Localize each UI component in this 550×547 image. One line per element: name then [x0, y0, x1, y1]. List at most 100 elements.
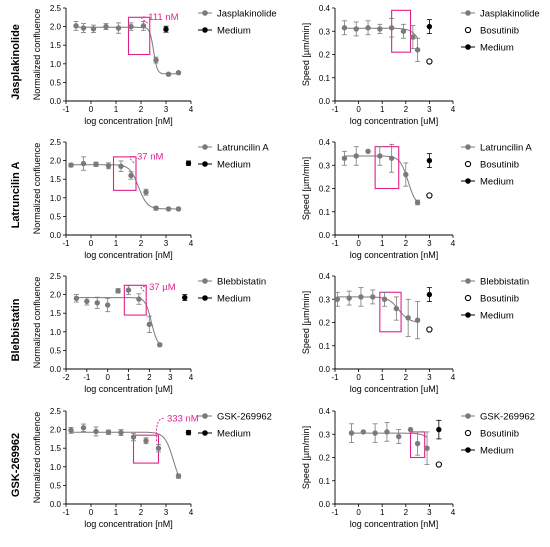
panel-4-annotation-label: 37 µM: [149, 282, 176, 293]
panel-7-x-tick-label-2: 1: [380, 508, 385, 517]
panel-5-point-0-0: [334, 296, 341, 302]
panel-4-x-tick-label-2: 0: [105, 373, 110, 382]
panel-4-x-tick-label-4: 2: [147, 373, 152, 382]
panel-3-point-0-0: [341, 155, 348, 161]
panel-0-fit-curve: [76, 26, 179, 75]
panel-2-point-0-4: [118, 163, 124, 169]
panel-7-y-tick-label-1: 0.1: [319, 477, 331, 486]
panel-6: 0.0 0.5 1.0 1.5 2.0 2.5 -1 0 1 2 3 4 log concentrati…: [32, 407, 272, 529]
panel-6-x-tick-label-5: 4: [189, 508, 194, 517]
panel-2-point-0-6: [143, 189, 149, 195]
panel-5-legend-label-0: Blebbistatin: [480, 277, 529, 288]
panel-3-x-tick-label-1: 0: [356, 239, 361, 248]
panel-3-legend-marker-0-dot: [465, 144, 471, 150]
panel-6-point-0-4: [118, 429, 124, 436]
panel-0-x-tick-label-0: -1: [62, 105, 70, 114]
panel-7-legend-label-0: GSK-269962: [480, 412, 535, 423]
panel-6-legend-label-1: Medium: [217, 429, 251, 440]
panel-2-x-tick-label-5: 4: [189, 239, 194, 248]
panel-0-x-tick-label-4: 3: [164, 105, 169, 114]
panel-7-legend-marker-1-dot: [464, 429, 472, 437]
panel-3-point-1-0: [426, 192, 433, 199]
panel-5-point-0-3: [370, 294, 376, 300]
panel-4-x-tick-label-3: 1: [126, 373, 131, 382]
panel-5-point-0-4: [381, 296, 388, 302]
panel-0-y-tick-label-3: 1.5: [50, 41, 62, 50]
panel-2-point-0-1: [80, 160, 87, 167]
panel-1-x-axis-title: log concentration [uM]: [350, 116, 439, 126]
panel-3-point-0-6: [414, 199, 421, 206]
panel-3-point-2-0: [426, 157, 433, 164]
panel-0-legend-marker-1-dot: [202, 27, 208, 33]
panel-2-y-tick-label-4: 2.0: [50, 157, 62, 166]
panel-6-point-0-6: [143, 438, 149, 444]
panel-6-point-0-2: [93, 428, 99, 435]
panel-7-y-tick-label-0: 0.0: [319, 500, 331, 509]
panel-2-y-tick-label-0: 0.0: [50, 231, 62, 240]
panel-0-point-0-1: [80, 25, 87, 31]
panel-3-legend-marker-2-dot: [465, 178, 471, 184]
panel-1-legend-label-0: Jasplakinolide: [480, 9, 540, 20]
panel-4-x-axis-title: log concentration [uM]: [84, 384, 173, 394]
panel-5-point-1-0: [426, 326, 433, 333]
panel-0-point-0-7: [153, 57, 159, 63]
panel-1-x-tick-label-0: -1: [331, 105, 339, 114]
panel-3-point-0-5: [403, 171, 409, 178]
panel-7-x-tick-label-1: 0: [356, 508, 361, 517]
panel-1-y-tick-label-0: 0.0: [319, 97, 331, 106]
panel-6-y-tick-label-4: 2.0: [50, 426, 62, 435]
panel-0-highlight-box: [127, 16, 151, 56]
panel-5-highlight-box: [379, 291, 402, 333]
panel-0-y-tick-label-1: 0.5: [50, 78, 62, 87]
panel-0-point-0-4: [115, 25, 122, 31]
panel-2-point-0-7: [153, 205, 159, 211]
panel-4-x-tick-label-5: 3: [168, 373, 173, 382]
panel-0-y-tick-label-5: 2.5: [50, 4, 62, 13]
panel-6-y-tick-label-0: 0.0: [50, 500, 62, 509]
panel-6-y-tick-label-3: 1.5: [50, 444, 62, 453]
panel-4-y-tick-label-5: 2.5: [50, 272, 62, 281]
panel-1-y-axis-title: Speed [µm/min]: [301, 23, 311, 86]
panel-5-x-tick-label-0: -1: [331, 373, 339, 382]
panel-5-x-axis-title: log concentration [uM]: [350, 384, 439, 394]
panel-1-legend-marker-0-dot: [465, 10, 471, 16]
panel-4-y-tick-label-1: 0.5: [50, 346, 62, 355]
panel-3-x-tick-label-5: 4: [451, 239, 456, 248]
panel-1-x-tick-label-1: 0: [356, 105, 361, 114]
panel-7-legend-label-1: Bosutinib: [480, 429, 519, 440]
panel-7-point-0-0: [348, 430, 355, 436]
panel-7-legend-marker-2-dot: [465, 447, 471, 453]
panel-7: 0.0 0.1 0.2 0.3 0.4 -1 0 1 2 3 4 log concentration …: [301, 407, 535, 529]
panel-6-y-tick-label-1: 0.5: [50, 481, 62, 490]
panel-4-y-tick-label-3: 1.5: [50, 309, 62, 318]
panel-5-legend-label-1: Bosutinib: [480, 294, 519, 305]
panel-1-point-0-7: [414, 47, 421, 53]
panel-5-legend-marker-0-dot: [465, 278, 471, 284]
panel-4-x-tick-label-1: -1: [83, 373, 91, 382]
panel-6-legend-label-0: GSK-269962: [217, 412, 272, 423]
panel-7-legend-marker-0-dot: [465, 413, 471, 419]
panel-5-legend-label-2: Medium: [480, 311, 514, 322]
panel-1-x-tick-label-4: 3: [427, 105, 432, 114]
panel-1-legend-label-1: Bosutinib: [480, 26, 519, 37]
panel-0-x-tick-label-3: 2: [139, 105, 144, 114]
panel-5-point-2-0: [426, 291, 433, 298]
panel-0-x-axis-title: log concentration [nM]: [84, 116, 173, 126]
panel-2-point-1-0: [185, 160, 192, 166]
panel-0-point-1-0: [163, 26, 169, 32]
chart-panels: 0.0 0.5 1.0 1.5 2.0 2.5 -1 0 1 2 3 4 log concentrati…: [32, 4, 540, 529]
panel-4-y-axis-title: Normalized confluence: [32, 277, 42, 369]
panel-0-legend-label-0: Jasplakinolide: [217, 9, 277, 20]
panel-0-y-axis-title: Normalized confluence: [32, 9, 42, 101]
panel-2: 0.0 0.5 1.0 1.5 2.0 2.5 -1 0 1 2 3 4 log concentrati…: [32, 138, 269, 260]
panel-1-point-2-0: [426, 23, 433, 30]
panel-4-legend-marker-0-dot: [202, 278, 208, 284]
panel-4-legend-label-1: Medium: [217, 294, 251, 305]
panel-1-y-tick-label-3: 0.3: [319, 27, 331, 36]
panel-3-y-tick-label-4: 0.4: [319, 138, 331, 147]
panel-7-x-tick-label-4: 3: [427, 508, 432, 517]
panel-4-point-0-4: [115, 288, 121, 294]
panel-0-annotation-label: 111 nM: [148, 12, 178, 23]
panel-0-legend-marker-0-dot: [202, 10, 208, 16]
panel-1-y-tick-label-1: 0.1: [319, 74, 331, 83]
